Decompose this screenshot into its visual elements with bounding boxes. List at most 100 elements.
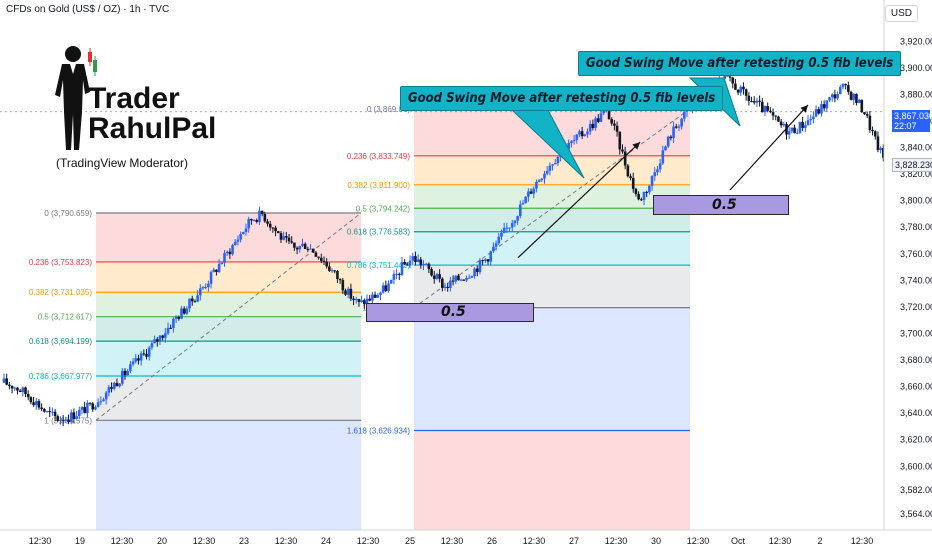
- candle-body: [389, 279, 393, 284]
- candle-body: [276, 231, 280, 234]
- candle-body: [838, 87, 842, 94]
- candle-body: [180, 308, 183, 319]
- candle-body: [322, 260, 326, 262]
- candle-body: [34, 401, 38, 406]
- candle-body: [615, 125, 619, 132]
- candle-body: [744, 89, 748, 96]
- candle-body: [147, 347, 151, 357]
- candle-body: [865, 114, 869, 116]
- fib-right-label: 1.618 (3,626.934): [347, 426, 410, 435]
- candle-body: [379, 292, 382, 296]
- candle-body: [107, 387, 111, 393]
- candle-body: [357, 299, 361, 302]
- candle-body: [177, 316, 181, 319]
- candle-body: [371, 294, 374, 301]
- candle-body: [185, 308, 189, 314]
- candle-body: [804, 125, 807, 128]
- half-fib-box-1: 0.5: [366, 303, 534, 322]
- candle-body: [629, 176, 632, 178]
- candle-body: [53, 411, 57, 417]
- candle-body: [209, 272, 213, 284]
- candle-body: [16, 387, 19, 391]
- candle-body: [29, 397, 33, 403]
- candle-body: [225, 251, 229, 254]
- candle-body: [59, 419, 62, 421]
- candle-body: [32, 402, 35, 406]
- candle-body: [478, 260, 482, 273]
- candle-body: [166, 327, 170, 334]
- candle-body: [798, 122, 802, 133]
- candle-body: [594, 118, 597, 129]
- candle-body: [397, 273, 401, 275]
- candle-body: [400, 262, 404, 275]
- candle-body: [174, 316, 178, 319]
- candle-body: [645, 191, 648, 193]
- candle-body: [99, 401, 103, 403]
- currency-button[interactable]: USD: [884, 5, 918, 22]
- candle-body: [102, 399, 105, 402]
- fib-left-label: 0.382 (3,731.035): [29, 288, 92, 297]
- y-tick-label: 3,720.000: [900, 302, 932, 312]
- trend-arrows: [517, 104, 809, 259]
- candle-body: [642, 191, 646, 200]
- candle-body: [349, 288, 353, 299]
- candle-body: [354, 299, 358, 301]
- fib-left-trend: [95, 212, 362, 421]
- candle-body: [408, 260, 412, 266]
- candle-body: [677, 126, 681, 128]
- candle-body: [290, 241, 294, 243]
- candle-body: [217, 263, 221, 272]
- candle-body: [524, 196, 527, 204]
- candle-body: [363, 300, 366, 305]
- candle-body: [266, 221, 269, 224]
- y-tick-label: 3,880.000: [900, 89, 932, 99]
- candle-body: [674, 126, 678, 128]
- candle-body: [769, 110, 772, 113]
- candle-body: [551, 164, 554, 166]
- candle-body: [64, 419, 68, 421]
- candle-body: [527, 191, 530, 197]
- x-tick-label: 12:30: [441, 536, 464, 546]
- candle-body: [873, 131, 877, 137]
- candle-body: [575, 134, 579, 140]
- candle-body: [432, 275, 436, 279]
- candle-body: [338, 279, 342, 281]
- fib-left-zone: [96, 375, 361, 421]
- candle-body: [346, 288, 350, 295]
- candle-body: [161, 335, 164, 338]
- candle-body: [766, 106, 769, 111]
- candle-body: [285, 236, 288, 238]
- candle-body: [373, 294, 377, 298]
- candle-body: [529, 191, 533, 194]
- candle-body: [782, 123, 786, 126]
- y-tick-label: 3,680.000: [900, 355, 932, 365]
- logo-name-line2: RahulPal: [88, 112, 217, 145]
- candle-body: [844, 84, 847, 86]
- y-tick-label: 3,700.000: [900, 328, 932, 338]
- candle-body: [761, 101, 764, 113]
- candle-body: [648, 185, 651, 193]
- candle-body: [77, 410, 81, 417]
- candle-body: [683, 111, 686, 119]
- candle-body: [518, 204, 522, 217]
- candle-body: [236, 239, 240, 242]
- candle-body: [137, 358, 140, 361]
- fib-left-label: 0.786 (3,667.977): [29, 372, 92, 381]
- candle-body: [287, 237, 291, 242]
- candle-body: [182, 308, 186, 314]
- candle-body: [21, 387, 25, 392]
- candle-body: [449, 280, 452, 288]
- candle-body: [567, 142, 570, 150]
- candle-body: [190, 298, 194, 302]
- candle-body: [198, 288, 202, 296]
- candle-body: [196, 295, 199, 302]
- candle-body: [231, 245, 234, 255]
- candle-body: [268, 223, 272, 228]
- candle-body: [80, 407, 84, 411]
- candle-body: [607, 106, 611, 120]
- candle-body: [882, 147, 885, 158]
- candle-body: [2, 378, 6, 383]
- fib-right-label: 0.5 (3,794.242): [356, 204, 411, 213]
